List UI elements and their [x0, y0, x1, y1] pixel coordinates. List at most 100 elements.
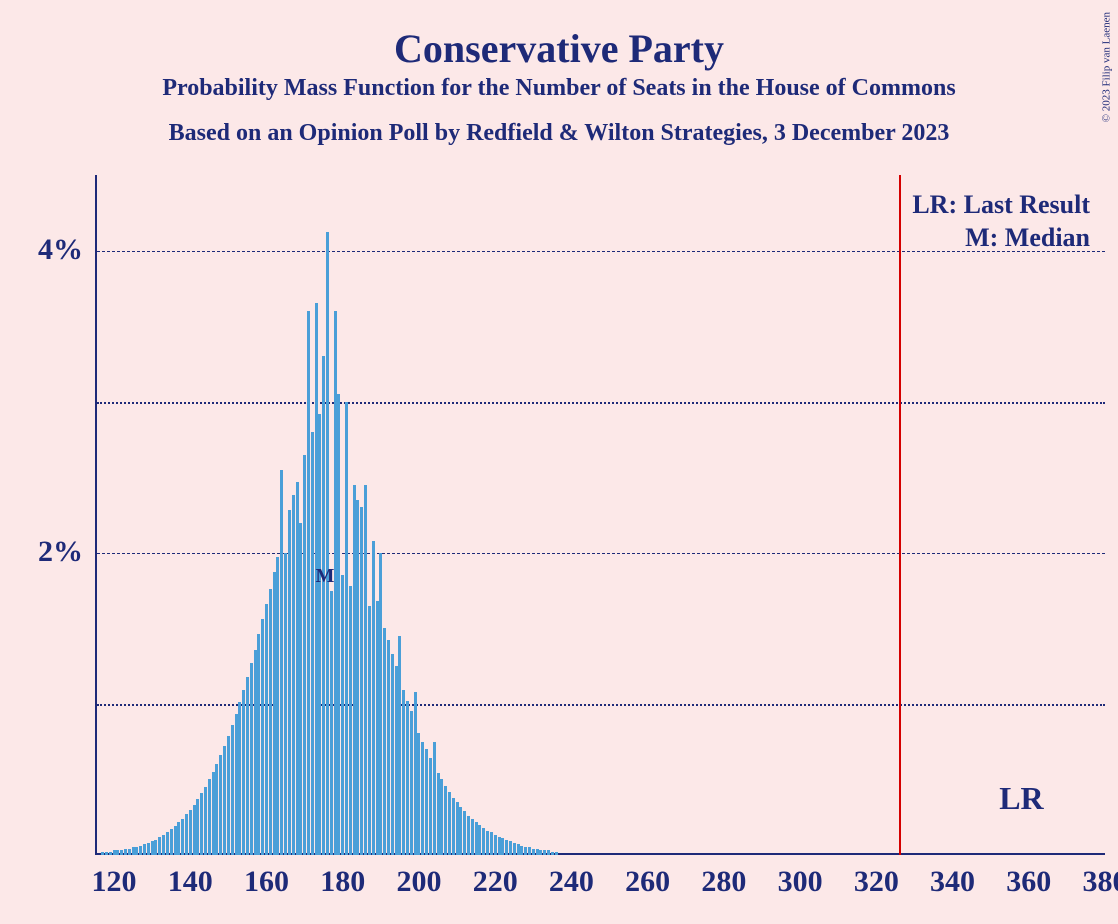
- pmf-bar: [132, 847, 135, 855]
- pmf-bar: [452, 798, 455, 855]
- pmf-bar: [170, 829, 173, 855]
- pmf-bar: [261, 619, 264, 855]
- pmf-bar: [498, 837, 501, 855]
- pmf-bar: [296, 482, 299, 855]
- pmf-bar: [433, 742, 436, 855]
- pmf-bar: [368, 606, 371, 855]
- pmf-bar: [128, 849, 131, 855]
- x-axis-label: 240: [536, 865, 606, 899]
- pmf-bar: [471, 819, 474, 855]
- pmf-bar: [448, 792, 451, 855]
- pmf-bar: [345, 402, 348, 855]
- pmf-bar: [459, 807, 462, 855]
- pmf-bar: [227, 736, 230, 855]
- pmf-bar: [231, 725, 234, 855]
- pmf-bar: [376, 601, 379, 855]
- y-axis-label: 2%: [13, 535, 83, 569]
- x-axis-label: 320: [841, 865, 911, 899]
- pmf-bar: [524, 847, 527, 855]
- pmf-bar: [475, 822, 478, 855]
- pmf-bar: [395, 666, 398, 855]
- pmf-bar: [215, 764, 218, 855]
- pmf-bar: [330, 591, 333, 855]
- pmf-bar: [360, 507, 363, 855]
- pmf-bar: [158, 837, 161, 855]
- pmf-bar: [246, 677, 249, 855]
- pmf-bar: [276, 557, 279, 855]
- pmf-bar: [532, 849, 535, 855]
- pmf-bar: [307, 311, 310, 855]
- pmf-bar: [154, 840, 157, 855]
- pmf-bar: [189, 810, 192, 855]
- pmf-bar: [273, 572, 276, 855]
- pmf-bar: [356, 500, 359, 855]
- pmf-bar: [311, 432, 314, 855]
- x-axis-label: 220: [460, 865, 530, 899]
- pmf-bar: [494, 835, 497, 855]
- pmf-bar: [143, 844, 146, 855]
- pmf-bar: [303, 455, 306, 855]
- pmf-bar: [181, 819, 184, 855]
- pmf-bar: [208, 779, 211, 855]
- pmf-bar: [185, 814, 188, 855]
- pmf-bar: [109, 852, 112, 855]
- pmf-bar: [284, 553, 287, 855]
- pmf-bar: [486, 831, 489, 855]
- pmf-bar: [387, 640, 390, 855]
- pmf-bar: [440, 779, 443, 855]
- x-axis-label: 140: [155, 865, 225, 899]
- pmf-bar: [193, 805, 196, 855]
- pmf-bar: [139, 846, 142, 855]
- pmf-bar: [353, 485, 356, 855]
- pmf-bar: [528, 847, 531, 855]
- x-axis-label: 160: [232, 865, 302, 899]
- x-axis-label: 280: [689, 865, 759, 899]
- pmf-bar: [250, 663, 253, 855]
- pmf-bar: [429, 758, 432, 855]
- x-axis-label: 360: [994, 865, 1064, 899]
- x-axis-label: 340: [918, 865, 988, 899]
- pmf-bar: [444, 786, 447, 856]
- pmf-bar: [467, 816, 470, 855]
- pmf-bar: [414, 692, 417, 855]
- pmf-bar: [196, 799, 199, 855]
- pmf-bar: [547, 850, 550, 855]
- pmf-bar: [349, 586, 352, 855]
- legend-lr: LR: Last Result: [912, 190, 1090, 220]
- pmf-bar: [379, 553, 382, 855]
- pmf-bar: [174, 826, 177, 855]
- x-axis-label: 120: [79, 865, 149, 899]
- pmf-bar: [120, 850, 123, 855]
- pmf-bar: [364, 485, 367, 855]
- y-axis-label: 4%: [13, 233, 83, 267]
- pmf-bar: [124, 849, 127, 855]
- pmf-bar: [322, 356, 325, 855]
- pmf-bar: [177, 822, 180, 855]
- pmf-bar: [490, 832, 493, 855]
- median-label: M: [315, 565, 334, 588]
- pmf-bar: [288, 510, 291, 855]
- pmf-bar: [402, 690, 405, 855]
- pmf-bar: [257, 634, 260, 855]
- chart-subtitle-2: Based on an Opinion Poll by Redfield & W…: [0, 120, 1118, 147]
- pmf-bar: [265, 604, 268, 855]
- pmf-bar: [505, 840, 508, 855]
- pmf-bar: [501, 838, 504, 855]
- pmf-bar: [116, 850, 119, 855]
- x-axis-label: 180: [308, 865, 378, 899]
- pmf-bar: [539, 850, 542, 855]
- pmf-bar: [555, 852, 558, 855]
- pmf-bar: [105, 852, 108, 855]
- pmf-bar: [543, 850, 546, 855]
- pmf-bar: [513, 843, 516, 855]
- pmf-bar: [372, 541, 375, 855]
- pmf-bar: [517, 844, 520, 855]
- pmf-bar: [151, 841, 154, 855]
- plot-area: LRLR: Last ResultM: MedianM: [95, 175, 1105, 855]
- pmf-bar: [536, 849, 539, 855]
- x-axis-label: 200: [384, 865, 454, 899]
- pmf-bar: [509, 841, 512, 855]
- pmf-bar: [391, 654, 394, 855]
- pmf-bar: [219, 755, 222, 855]
- chart-container: © 2023 Filip van Laenen Conservative Par…: [0, 0, 1118, 924]
